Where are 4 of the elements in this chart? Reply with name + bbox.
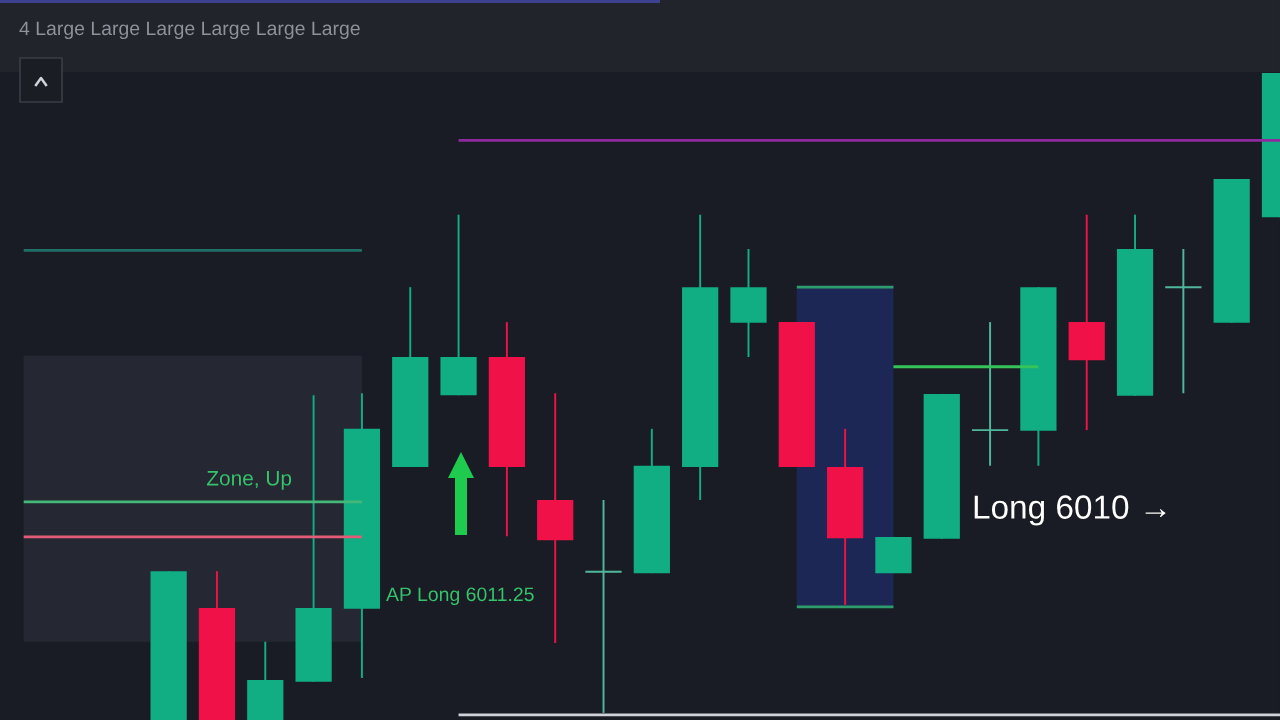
chart-title: 4 Large Large Large Large Large Large [19,21,360,40]
annotation: AP Long 6011.25 [386,587,534,606]
annotation: Long 6010 → [974,495,1166,526]
annotation: Zone, Up [206,471,292,490]
